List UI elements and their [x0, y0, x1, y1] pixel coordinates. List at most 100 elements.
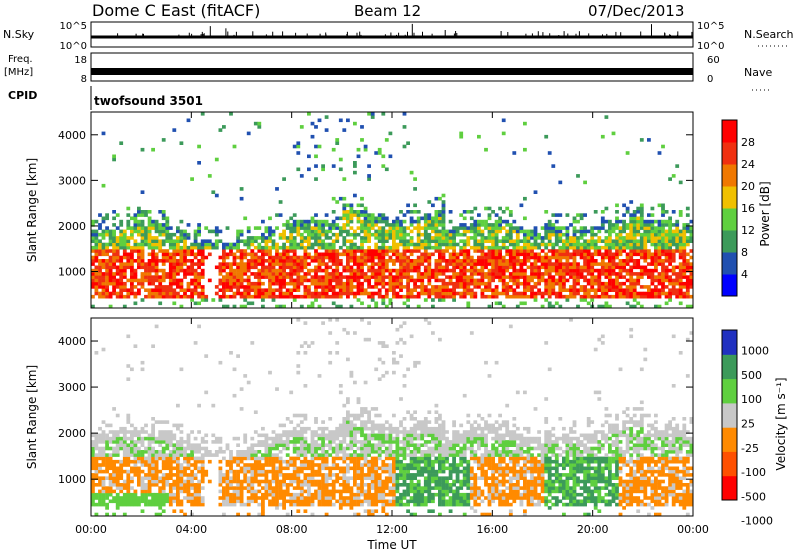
power-cell	[498, 245, 502, 250]
velocity-cell	[239, 486, 244, 490]
velocity-cell	[275, 459, 279, 464]
velocity-cell	[158, 433, 163, 438]
velocity-cell	[147, 492, 152, 497]
power-cell	[317, 229, 322, 234]
power-cell	[349, 226, 354, 230]
power-cell	[264, 259, 269, 263]
power-cell	[268, 236, 272, 240]
power-cell	[264, 236, 269, 240]
velocity-cell	[229, 456, 233, 461]
velocity-cell	[204, 390, 209, 395]
velocity-cell	[310, 446, 315, 451]
velocity-cell	[278, 459, 283, 464]
velocity-cell	[179, 466, 184, 471]
power-cell	[360, 125, 364, 129]
velocity-cell	[321, 321, 325, 325]
power-cell	[130, 249, 134, 253]
power-cell	[367, 239, 371, 243]
power-cell	[229, 265, 233, 270]
power-cell	[246, 131, 251, 136]
power-cell	[477, 239, 481, 243]
power-cell	[533, 245, 538, 250]
power-cell	[165, 223, 170, 227]
power-cell	[253, 236, 258, 240]
power-cell	[639, 252, 644, 257]
power-cell	[462, 226, 467, 230]
power-cell	[176, 259, 180, 263]
power-cell	[374, 223, 379, 227]
power-cell	[363, 252, 368, 257]
power-cell	[144, 229, 148, 234]
power-cell	[236, 229, 240, 234]
power-cell	[218, 229, 223, 234]
power-cell	[689, 262, 694, 266]
power-cell	[420, 259, 425, 263]
velocity-cell	[261, 486, 265, 490]
power-cell	[314, 252, 318, 257]
power-cell	[317, 239, 322, 243]
power-cell	[271, 232, 276, 237]
velocity-cell	[197, 456, 201, 461]
power-cell	[211, 242, 216, 247]
power-cell	[193, 232, 198, 237]
power-cell	[682, 236, 687, 240]
velocity-cell	[328, 446, 333, 451]
velocity-cell	[328, 351, 333, 355]
velocity-cell	[197, 459, 201, 464]
power-cell	[608, 272, 612, 276]
power-cell	[434, 294, 439, 299]
power-cell	[122, 245, 127, 250]
power-cell	[551, 281, 556, 286]
power-cell	[530, 252, 534, 257]
velocity-cell	[328, 360, 333, 365]
power-cell	[431, 288, 435, 292]
power-cell	[331, 242, 336, 247]
velocity-cell	[161, 489, 166, 494]
velocity-cell	[229, 463, 233, 467]
power-cell	[353, 259, 357, 263]
power-cell	[296, 281, 301, 286]
velocity-cell	[193, 496, 198, 500]
power-cell	[402, 242, 407, 247]
power-cell	[544, 268, 549, 273]
power-cell	[377, 291, 382, 296]
power-cell	[473, 278, 478, 283]
power-cell	[232, 245, 237, 250]
power-cell	[232, 268, 237, 273]
power-cell	[133, 242, 138, 247]
velocity-cell	[289, 433, 294, 438]
power-cell	[296, 288, 301, 292]
power-cell	[530, 291, 534, 296]
power-cell	[151, 262, 155, 266]
power-cell	[625, 294, 630, 299]
power-cell	[91, 268, 95, 273]
power-cell	[126, 213, 131, 217]
velocity-cell	[257, 466, 262, 471]
power-cell	[289, 229, 294, 234]
power-cell	[462, 252, 467, 257]
velocity-cell	[98, 496, 102, 500]
power-cell	[515, 268, 520, 273]
power-cell	[363, 262, 368, 266]
velocity-cell	[101, 420, 106, 424]
power-cell	[317, 281, 322, 286]
velocity-cell	[144, 459, 148, 464]
power-cell	[278, 259, 283, 263]
velocity-cell	[225, 502, 230, 507]
power-cell	[119, 255, 124, 260]
power-cell	[108, 249, 113, 253]
velocity-cell	[147, 476, 152, 480]
power-cell	[636, 226, 641, 230]
power-cell	[321, 229, 325, 234]
velocity-cell	[338, 466, 343, 471]
velocity-cell	[190, 463, 194, 467]
power-cell	[427, 216, 432, 221]
velocity-cell	[236, 436, 240, 441]
power-cell	[137, 242, 141, 247]
power-cell	[314, 242, 318, 247]
power-cell	[324, 242, 329, 247]
velocity-cell	[137, 459, 141, 464]
power-cell	[678, 294, 683, 299]
power-cell	[328, 265, 333, 270]
power-cell	[261, 272, 265, 276]
